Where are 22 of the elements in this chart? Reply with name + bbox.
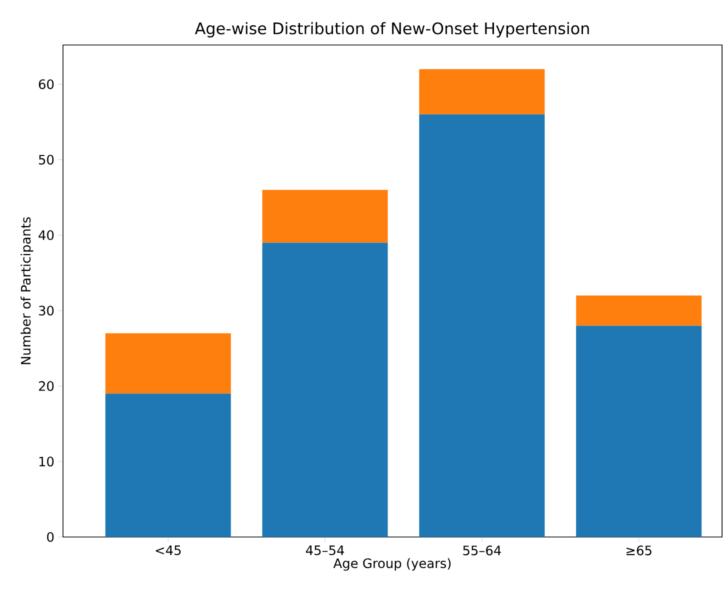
y-tick-label: 10 — [39, 456, 54, 466]
x-tick-label: <45 — [156, 546, 181, 556]
bar — [105, 394, 231, 537]
bar — [262, 242, 388, 537]
bar — [262, 190, 388, 243]
x-axis-title: Age Group (years) — [333, 558, 451, 571]
y-tick-label: 60 — [38, 79, 54, 90]
bar — [419, 114, 545, 537]
y-tick-label: 0 — [47, 532, 54, 542]
chart-title: Age-wise Distribution of New-Onset Hypertension — [194, 22, 589, 38]
bar — [419, 69, 545, 114]
y-tick-label: 40 — [38, 230, 54, 240]
bar — [576, 326, 702, 537]
x-tick-label: 55–64 — [463, 546, 501, 556]
y-tick-label: 20 — [38, 381, 54, 391]
y-tick-label: 50 — [39, 154, 54, 165]
y-axis-title: Number of Participants — [20, 217, 34, 364]
bar — [576, 296, 702, 326]
y-tick-label: 30 — [38, 306, 54, 316]
x-tick-label: ≥65 — [626, 546, 652, 556]
bar — [105, 333, 231, 394]
x-tick-label: 45–54 — [306, 546, 344, 556]
